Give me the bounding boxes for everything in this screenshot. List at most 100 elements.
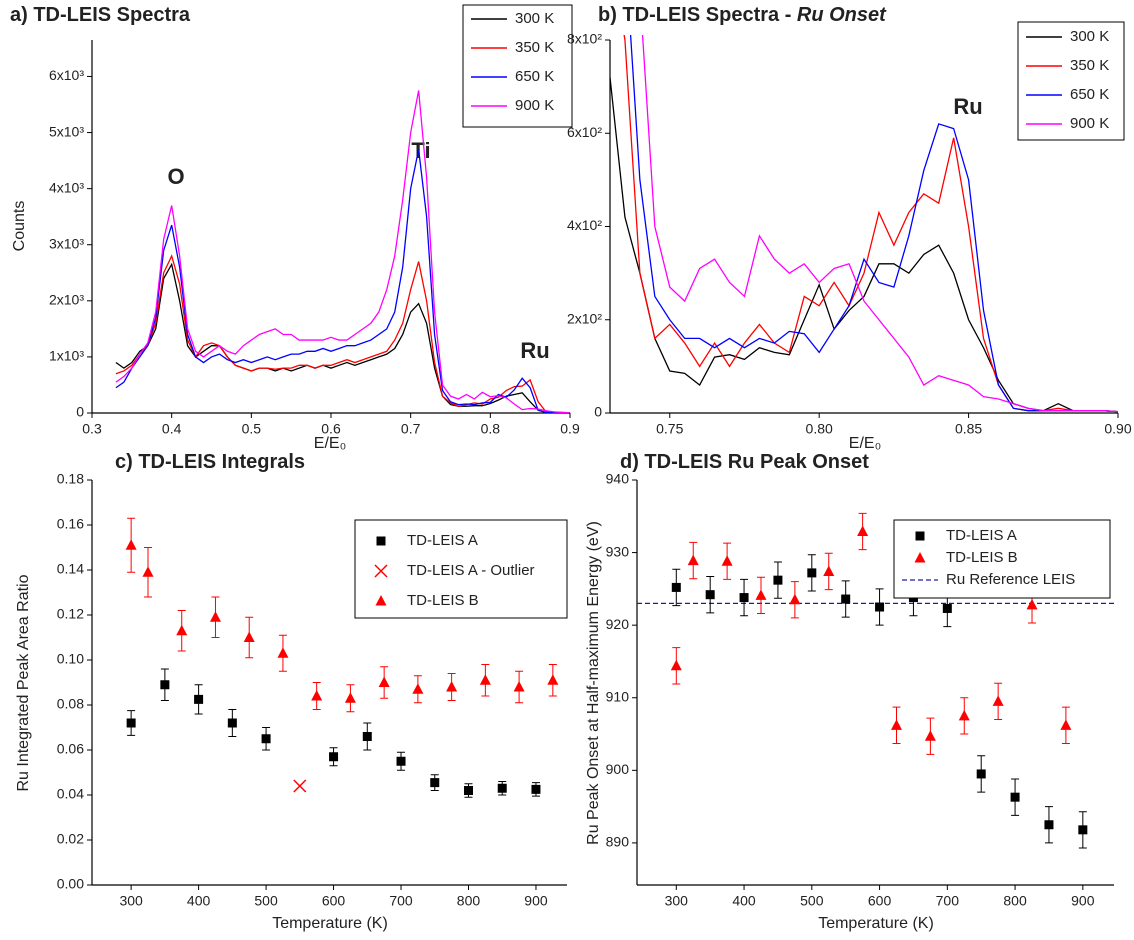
marker-square: [227, 718, 237, 728]
x-tick-label: 400: [187, 893, 211, 909]
marker-triangle: [958, 709, 970, 721]
x-tick-label: 0.4: [162, 421, 182, 437]
marker-triangle: [721, 555, 733, 566]
marker-triangle: [412, 683, 424, 694]
marker-square: [463, 786, 473, 795]
marker-triangle: [924, 730, 936, 741]
title-italic: Ru Onset: [797, 4, 887, 26]
marker-triangle: [243, 631, 255, 642]
x-tick-label: 600: [322, 893, 346, 909]
chart-title: b) TD-LEIS Spectra - Ru Onset: [598, 4, 887, 26]
legend-label: TD-LEIS B: [407, 592, 479, 609]
marker-triangle: [378, 676, 390, 687]
marker-square: [396, 756, 406, 766]
legend-label: TD-LEIS B: [946, 549, 1018, 566]
y-tick-label: 1x10³: [49, 348, 84, 364]
y-tick-label: 8x10²: [567, 31, 602, 47]
title-text: b) TD-LEIS Spectra -: [598, 4, 797, 26]
legend-label: 300 K: [515, 10, 554, 27]
marker-triangle: [857, 525, 869, 537]
x-tick-label: 0.9: [560, 421, 580, 437]
y-tick-label: 5x10³: [49, 123, 84, 139]
line-series: [629, 35, 1118, 413]
marker-x: [293, 779, 307, 793]
y-tick-label: 0.04: [57, 786, 84, 802]
x-tick-label: 900: [524, 893, 548, 909]
y-tick-label: 0.10: [57, 651, 84, 667]
annotation: Ti: [411, 138, 430, 163]
legend-label: 300 K: [1070, 28, 1109, 45]
legend-label: 650 K: [1070, 86, 1109, 103]
marker-square: [1044, 820, 1054, 830]
y-tick-label: 0.06: [57, 741, 84, 757]
marker-square: [915, 531, 925, 541]
legend: 300 K 350 K 650 K 900 K: [462, 4, 573, 128]
marker-square: [531, 784, 541, 794]
y-tick-label: 2x10³: [49, 292, 84, 308]
y-tick-label: 890: [606, 834, 630, 850]
line-series: [115, 149, 570, 413]
y-tick-label: 0.16: [57, 516, 84, 532]
marker-square: [329, 752, 339, 762]
x-tick-label: 0.3: [82, 421, 102, 437]
marker-triangle: [209, 611, 221, 622]
x-tick-label: 0.8: [481, 421, 501, 437]
x-tick-label: 0.75: [656, 421, 683, 437]
y-tick-label: 910: [606, 688, 630, 704]
marker-triangle: [891, 719, 903, 730]
y-tick-label: 0.14: [57, 561, 84, 577]
marker-square: [430, 778, 440, 788]
y-tick-label: 0.12: [57, 606, 84, 622]
line-series: [115, 254, 570, 413]
x-tick-label: 500: [800, 893, 824, 909]
marker-triangle: [446, 681, 458, 692]
annotation: Ru: [953, 94, 982, 119]
x-tick-label: 800: [1003, 893, 1027, 909]
y-tick-label: 0.18: [57, 471, 84, 487]
marker-square: [671, 582, 681, 592]
marker-triangle: [1026, 598, 1038, 610]
marker-square: [194, 694, 204, 704]
marker-square: [1078, 825, 1088, 835]
legend: 300 K 350 K 650 K 900 K: [1017, 21, 1125, 141]
x-tick-label: 700: [389, 893, 413, 909]
marker-triangle: [344, 692, 356, 703]
marker-x: [374, 564, 388, 578]
marker-square: [942, 603, 952, 613]
marker-triangle: [176, 624, 188, 636]
marker-triangle: [547, 674, 559, 685]
y-tick-label: 4x10³: [49, 179, 84, 195]
legend-box: [1017, 21, 1125, 141]
marker-square: [976, 769, 986, 779]
marker-square: [807, 568, 817, 578]
line-series: [115, 90, 570, 413]
marker-square: [841, 594, 851, 604]
chart-title: d) TD-LEIS Ru Peak Onset: [620, 451, 869, 473]
x-axis-label: Temperature (K): [818, 915, 934, 932]
x-axis-label: E/E₀: [314, 435, 346, 452]
annotation: Ru: [520, 338, 549, 363]
marker-square: [773, 575, 783, 585]
marker-triangle: [823, 565, 835, 576]
marker-triangle: [513, 681, 525, 692]
annotation: O: [167, 164, 184, 189]
chart-title: a) TD-LEIS Spectra: [10, 4, 191, 26]
x-tick-label: 0.80: [806, 421, 833, 437]
x-axis-label: E/E₀: [849, 435, 881, 452]
marker-triangle: [311, 690, 323, 701]
x-tick-label: 0.6: [321, 421, 341, 437]
panel: 300 400 500 600 700 800 900 0.00 0.02 0.04 0.06 0.0…: [15, 451, 568, 932]
y-tick-label: 0: [594, 404, 602, 420]
legend-label: TD-LEIS A - Outlier: [407, 562, 535, 579]
marker-square: [705, 590, 715, 600]
y-tick-label: 920: [606, 616, 630, 632]
marker-square: [362, 732, 372, 741]
x-tick-label: 700: [936, 893, 960, 909]
legend-label: 350 K: [1070, 57, 1109, 74]
line-series: [115, 262, 570, 413]
panel: 300 400 500 600 700 800 900 890 900 910 920 930 940d…: [585, 451, 1114, 932]
marker-triangle: [670, 659, 682, 671]
legend: TD-LEIS A TD-LEIS A - Outlier TD-LEIS B: [354, 519, 568, 619]
x-tick-label: 300: [665, 893, 689, 909]
